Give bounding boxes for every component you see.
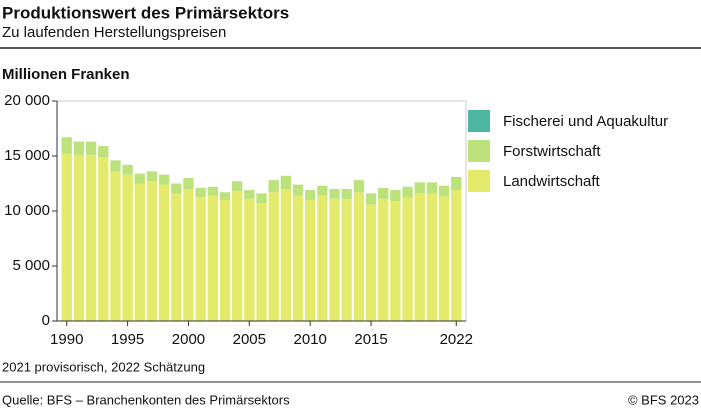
bar-segment <box>232 181 242 191</box>
bar-segment <box>244 190 254 199</box>
bar-segment <box>171 184 181 194</box>
legend-label: Fischerei und Aquakultur <box>503 113 668 130</box>
bar-segment <box>110 160 120 171</box>
bar-segment <box>378 199 388 321</box>
bar-segment <box>110 171 120 321</box>
bar-segment <box>244 199 254 321</box>
x-tick-label: 2022 <box>440 331 473 348</box>
bar-segment <box>74 142 84 155</box>
bar-segment <box>135 184 145 322</box>
bar-segment <box>220 192 230 200</box>
bar-segment <box>232 191 242 321</box>
bar-segment <box>329 199 339 321</box>
bar-segment <box>159 175 169 185</box>
bar-segment <box>402 198 412 321</box>
bar-segment <box>402 187 412 198</box>
x-tick-label: 2005 <box>233 331 266 348</box>
bar-segment <box>427 182 437 193</box>
bar-segment <box>62 137 72 154</box>
bar-segment <box>317 196 327 321</box>
bar-segment <box>183 189 193 321</box>
bar-segment <box>378 188 388 199</box>
y-tick-label: 5 000 <box>12 257 50 274</box>
legend-swatch <box>468 110 490 132</box>
bar-segment <box>415 193 425 321</box>
source: Quelle: BFS – Branchenkonten des Primärs… <box>2 392 290 407</box>
bar-segment <box>98 157 108 321</box>
bar-segment <box>451 190 461 321</box>
legend-swatch <box>468 140 490 162</box>
bar-segment <box>86 142 96 155</box>
bar-segment <box>268 192 278 321</box>
bar-segment <box>135 174 145 184</box>
bar-segment <box>305 200 315 321</box>
legend-label: Landwirtschaft <box>503 173 601 190</box>
bar-segment <box>256 203 266 321</box>
bar-segment <box>86 155 96 321</box>
bar-segment <box>390 201 400 321</box>
bar-segment <box>195 197 205 321</box>
bar-segment <box>439 186 449 197</box>
bar-segment <box>195 188 205 197</box>
bar-segment <box>329 189 339 199</box>
bar-segment <box>256 193 266 203</box>
bar-segment <box>147 171 157 181</box>
x-tick-label: 1990 <box>50 331 83 348</box>
chart-title: Produktionswert des Primärsektors <box>2 3 289 22</box>
bar-segment <box>220 200 230 321</box>
bar-segment <box>208 196 218 321</box>
bar-segment <box>159 185 169 321</box>
bar-segment <box>427 193 437 321</box>
bar-segment <box>293 185 303 196</box>
bar-segment <box>268 180 278 192</box>
y-tick-label: 20 000 <box>4 92 50 109</box>
bar-segment <box>366 204 376 321</box>
bar-segment <box>171 193 181 321</box>
y-tick-label: 0 <box>42 312 50 329</box>
note: 2021 provisorisch, 2022 Schätzung <box>2 359 205 374</box>
y-axis-label: Millionen Franken <box>2 66 130 83</box>
bar-segment <box>317 186 327 196</box>
chart-subtitle: Zu laufenden Herstellungspreisen <box>2 24 226 41</box>
bar-segment <box>342 199 352 321</box>
bar-segment <box>281 189 291 321</box>
bar-segment <box>354 192 364 321</box>
bar-segment <box>183 178 193 189</box>
bar-segment <box>293 196 303 321</box>
bar-segment <box>98 146 108 157</box>
bar-segment <box>439 197 449 321</box>
bar-segment <box>342 189 352 199</box>
bar-segment <box>451 177 461 190</box>
bar-segment <box>390 190 400 201</box>
bar-segment <box>147 181 157 321</box>
x-tick-label: 2015 <box>354 331 387 348</box>
y-tick-label: 15 000 <box>4 147 50 164</box>
legend-swatch <box>468 170 490 192</box>
bar-segment <box>415 182 425 193</box>
x-tick-label: 2000 <box>172 331 205 348</box>
bar-segment <box>62 154 72 321</box>
copyright: © BFS 2023 <box>628 392 699 407</box>
bar-segment <box>208 187 218 196</box>
x-tick-label: 1995 <box>111 331 144 348</box>
bar-segment <box>281 176 291 189</box>
legend-label: Forstwirtschaft <box>503 143 601 160</box>
bar-segment <box>366 193 376 204</box>
bar-segment <box>122 175 132 321</box>
bar-segment <box>122 165 132 175</box>
x-tick-label: 2010 <box>294 331 327 348</box>
bar-segment <box>354 180 364 192</box>
bar-segment <box>305 190 315 200</box>
bar-segment <box>74 155 84 321</box>
y-tick-label: 10 000 <box>4 202 50 219</box>
